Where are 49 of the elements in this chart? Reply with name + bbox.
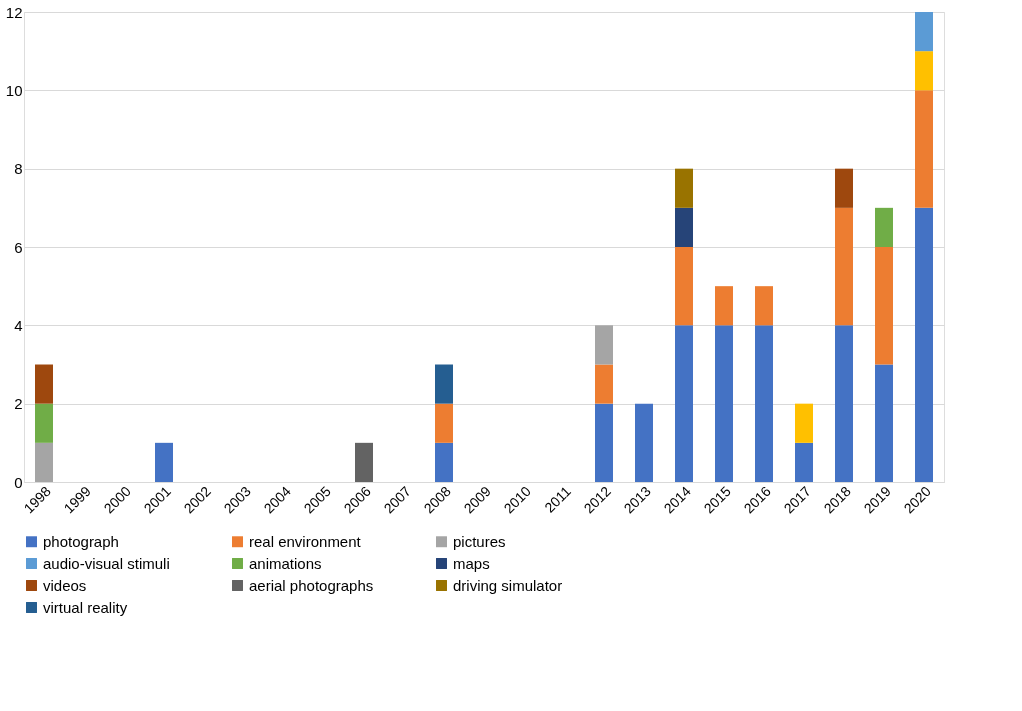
y-tick-label: 4: [14, 316, 23, 334]
legend-label: pictures: [453, 532, 506, 550]
bar: [635, 403, 653, 482]
legend-label: maps: [453, 554, 490, 572]
bar: [35, 442, 53, 482]
bar: [915, 51, 933, 91]
legend-label: animations: [249, 554, 322, 572]
bar: [835, 168, 853, 208]
y-tick-label: 12: [5, 3, 23, 21]
bar: [755, 286, 773, 326]
bar: [795, 403, 813, 443]
bar: [35, 364, 53, 404]
bar: [435, 403, 453, 443]
y-tick-label: 2: [14, 395, 23, 413]
bar: [835, 325, 853, 482]
bar: [835, 207, 853, 326]
bar: [675, 325, 693, 482]
bar: [595, 403, 613, 482]
bar: [715, 286, 733, 326]
legend-label: videos: [43, 576, 87, 594]
y-tick-label: 10: [5, 81, 23, 99]
legend-label: real environment: [249, 532, 362, 550]
legend-label: virtual reality: [43, 598, 128, 616]
bar: [875, 247, 893, 365]
bar: [915, 207, 933, 482]
y-tick-label: 0: [14, 473, 23, 491]
bar: [355, 442, 373, 482]
bar: [875, 207, 893, 247]
bar: [435, 442, 453, 482]
bar: [595, 325, 613, 365]
bar: [795, 442, 813, 482]
bar: [715, 325, 733, 482]
legend-label: audio-visual stimuli: [43, 554, 170, 572]
bar: [435, 364, 453, 404]
bar: [755, 325, 773, 482]
bar: [875, 364, 893, 482]
y-tick-label: 6: [14, 238, 23, 256]
legend-label: photograph: [43, 532, 119, 550]
bar: [675, 247, 693, 326]
bar: [595, 364, 613, 404]
y-tick-label: 8: [14, 160, 23, 178]
bar: [915, 90, 933, 208]
bar: [675, 168, 693, 208]
legend-label: driving simulator: [453, 576, 563, 594]
bar: [675, 207, 693, 247]
legend-label: aerial photographs: [249, 576, 374, 594]
bar: [915, 12, 933, 52]
bar: [35, 403, 53, 443]
bar: [155, 442, 173, 482]
